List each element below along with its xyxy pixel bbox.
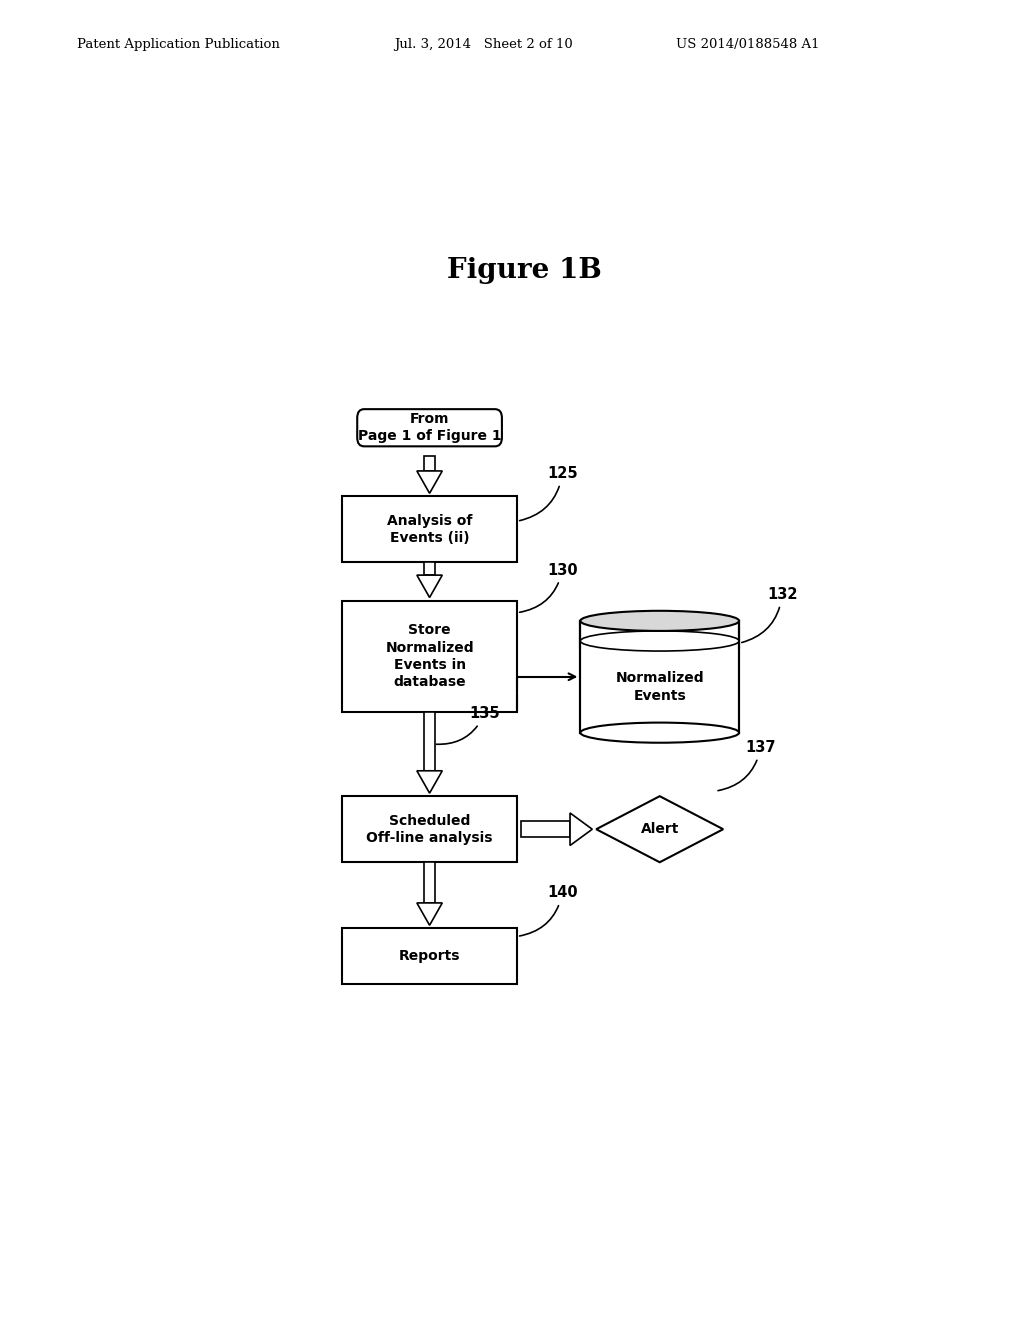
Polygon shape [417, 903, 442, 925]
Bar [342, 928, 517, 985]
Text: 140: 140 [519, 886, 578, 936]
Text: 135: 135 [436, 706, 500, 744]
Text: 137: 137 [718, 741, 776, 791]
Text: Analysis of
Events (ii): Analysis of Events (ii) [387, 513, 472, 545]
Ellipse shape [581, 631, 739, 651]
Polygon shape [417, 576, 442, 598]
Bar [342, 796, 517, 862]
Bar [424, 862, 435, 903]
Text: 125: 125 [519, 466, 578, 520]
Bar [521, 821, 570, 837]
Polygon shape [596, 796, 723, 862]
Text: Scheduled
Off-line analysis: Scheduled Off-line analysis [367, 813, 493, 845]
Text: Alert: Alert [641, 822, 679, 837]
Text: From
Page 1 of Figure 1: From Page 1 of Figure 1 [357, 412, 502, 444]
Ellipse shape [581, 722, 739, 743]
Polygon shape [417, 471, 442, 494]
Text: US 2014/0188548 A1: US 2014/0188548 A1 [676, 37, 819, 50]
Text: 130: 130 [519, 562, 578, 612]
Text: Reports: Reports [398, 949, 461, 964]
Polygon shape [417, 771, 442, 793]
Polygon shape [570, 813, 592, 846]
Bar [581, 620, 739, 733]
Bar [342, 601, 517, 713]
FancyBboxPatch shape [357, 409, 502, 446]
Text: Store
Normalized
Events in
database: Store Normalized Events in database [385, 623, 474, 689]
Text: Jul. 3, 2014   Sheet 2 of 10: Jul. 3, 2014 Sheet 2 of 10 [394, 37, 573, 50]
Bar [424, 455, 435, 471]
Text: Patent Application Publication: Patent Application Publication [77, 37, 280, 50]
Ellipse shape [581, 611, 739, 631]
Bar [424, 562, 435, 576]
Text: 132: 132 [741, 587, 798, 643]
Text: Normalized
Events: Normalized Events [615, 672, 705, 702]
Text: Figure 1B: Figure 1B [447, 256, 602, 284]
Bar [424, 713, 435, 771]
Bar [342, 496, 517, 562]
